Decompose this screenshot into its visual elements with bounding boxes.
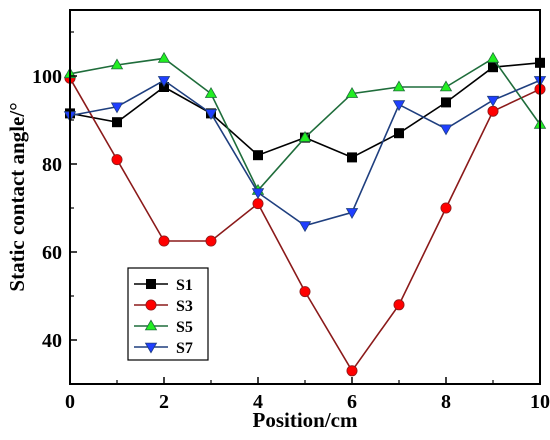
data-point-s5 bbox=[144, 319, 158, 331]
data-point-s7 bbox=[157, 76, 171, 87]
data-point-s5 bbox=[486, 51, 500, 63]
y-tick-label: 60 bbox=[42, 242, 62, 264]
y-tick-label: 100 bbox=[32, 66, 62, 88]
data-point-s5 bbox=[298, 131, 312, 142]
x-tick-label: 6 bbox=[347, 391, 357, 413]
ticks-layer: 0 2 4 6 8 10 40 60 80 100 bbox=[32, 31, 550, 413]
data-point-s1 bbox=[440, 97, 451, 108]
x-tick-label: 8 bbox=[441, 391, 451, 413]
data-point-s7 bbox=[392, 100, 406, 112]
series-line-s5 bbox=[69, 57, 541, 192]
x-tick-label: 0 bbox=[65, 391, 75, 413]
legend-label: S3 bbox=[176, 298, 193, 315]
data-point-s7 bbox=[486, 95, 500, 107]
data-point-s1 bbox=[112, 117, 123, 128]
data-point-s3 bbox=[487, 105, 499, 117]
data-point-s7 bbox=[298, 221, 312, 233]
y-axis-title: Static contact angle/° bbox=[5, 102, 29, 291]
legend-item-s7: S7 bbox=[134, 340, 193, 357]
data-point-s3 bbox=[440, 202, 452, 214]
series-line-s1 bbox=[69, 62, 541, 159]
data-point-s3 bbox=[252, 198, 264, 210]
data-point-s1 bbox=[346, 152, 357, 163]
data-point-s7 bbox=[144, 342, 158, 354]
data-point-s3 bbox=[299, 286, 311, 298]
data-point-s7 bbox=[345, 208, 359, 219]
x-axis-title: Position/cm bbox=[253, 408, 358, 432]
data-point-s3 bbox=[393, 299, 405, 311]
data-point-s5 bbox=[345, 87, 359, 98]
data-point-s7 bbox=[439, 124, 453, 136]
legend-item-s1: S1 bbox=[134, 277, 193, 294]
data-point-s5 bbox=[157, 51, 171, 63]
legend-item-s3: S3 bbox=[134, 298, 193, 315]
x-tick-label: 4 bbox=[253, 391, 263, 413]
data-point-s1 bbox=[252, 150, 263, 161]
series-s5 bbox=[63, 51, 547, 195]
x-tick-label: 10 bbox=[530, 391, 550, 413]
series-s1 bbox=[65, 57, 546, 163]
data-point-s3 bbox=[111, 154, 123, 166]
y-tick-label: 40 bbox=[42, 330, 62, 352]
data-point-s3 bbox=[158, 235, 170, 247]
data-point-s5 bbox=[110, 58, 124, 70]
data-point-s7 bbox=[110, 102, 124, 114]
data-point-s3 bbox=[205, 235, 217, 247]
data-point-s7 bbox=[251, 188, 265, 200]
data-point-s5 bbox=[204, 87, 218, 98]
legend-label: S1 bbox=[176, 277, 193, 294]
legend-label: S7 bbox=[176, 340, 193, 357]
data-point-s5 bbox=[392, 80, 406, 92]
y-tick-label: 80 bbox=[42, 154, 62, 176]
legend: S1 S3 S5 S7 bbox=[127, 267, 209, 361]
data-point-s1 bbox=[393, 128, 404, 139]
legend-label: S5 bbox=[176, 319, 193, 336]
x-tick-label: 2 bbox=[159, 391, 169, 413]
series-line-s7 bbox=[69, 79, 541, 227]
data-point-s5 bbox=[439, 80, 453, 92]
data-point-s7 bbox=[204, 109, 218, 120]
legend-item-s5: S5 bbox=[134, 319, 193, 336]
series-s7 bbox=[63, 76, 547, 233]
data-point-s3 bbox=[346, 365, 358, 377]
data-point-s3 bbox=[145, 299, 157, 311]
data-point-s1 bbox=[145, 278, 156, 289]
